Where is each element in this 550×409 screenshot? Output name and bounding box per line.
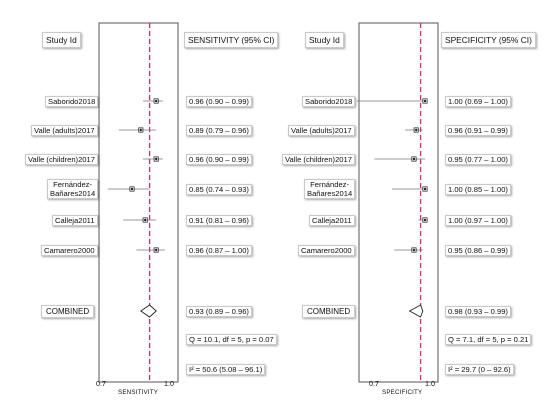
left-point-estimate (139, 128, 142, 132)
left-point-estimate (130, 187, 134, 191)
right-study-value: 0.95 (0.77 – 1.00) (445, 154, 511, 165)
left-study-name-line: Bañares2014 (50, 189, 96, 198)
left-study-name: Valle (adults)2017 (31, 125, 98, 136)
right-tick-label: 1.0 (425, 379, 435, 388)
right-study-id-header: Study Id (305, 32, 344, 48)
right-study-value: 0.96 (0.91 – 0.99) (445, 125, 511, 136)
right-study-name-line: Valle (children)2017 (285, 155, 352, 164)
right-heterogeneity-1: I² = 29.7 (0 – 92.6) (445, 364, 514, 375)
left-combined-value: 0.93 (0.89 – 0.96) (186, 306, 252, 317)
left-combined-diamond (140, 304, 157, 318)
right-point-estimate (423, 218, 427, 222)
left-study-name-line: Saborido2018 (48, 97, 96, 106)
left-study-name: Calleja2011 (52, 215, 98, 226)
left-study-name: Valle (children)2017 (25, 154, 98, 165)
right-study-name: Valle (children)2017 (282, 154, 355, 165)
left-axis-label: SENSITIVITY (118, 389, 159, 396)
right-study-name: Valle (adults)2017 (288, 125, 355, 136)
left-heterogeneity-0: Q = 10.1, df = 5, p = 0.07 (186, 334, 277, 345)
left-study-name: Fernández- Bañares2014 (47, 179, 99, 199)
left-sensitivity-header: SENSITIVITY (95% CI) (184, 32, 279, 48)
left-study-name-line: Valle (adults)2017 (34, 126, 95, 135)
left-tick-label: 1.0 (164, 379, 174, 388)
right-axis-label: SPECIFICITY (382, 389, 423, 396)
right-point-estimate (423, 99, 427, 103)
left-study-name-line: Camarero2000 (44, 246, 95, 255)
left-point-estimate (155, 99, 158, 103)
left-study-value: 0.96 (0.90 – 0.99) (186, 96, 252, 107)
right-study-name-line: Saborido2018 (305, 97, 353, 106)
right-study-value: 1.00 (0.97 – 1.00) (445, 215, 511, 226)
right-combined-diamond (408, 304, 424, 318)
right-tick-label: 0.7 (369, 379, 379, 388)
right-study-name-line: Camarero2000 (301, 246, 352, 255)
right-combined-label: COMBINED (302, 305, 356, 318)
left-point-estimate (155, 157, 158, 161)
left-study-name: Saborido2018 (45, 96, 99, 107)
right-study-name-line: Bañares2014 (307, 189, 353, 198)
left-study-name-line: Calleja2011 (55, 216, 95, 225)
right-study-value: 1.00 (0.69 – 1.00) (445, 96, 511, 107)
right-combined-value: 0.98 (0.93 – 0.99) (445, 306, 511, 317)
left-study-value: 0.89 (0.79 – 0.96) (186, 125, 252, 136)
left-point-estimate (155, 248, 158, 252)
right-study-name-line: Calleja2011 (312, 216, 352, 225)
right-point-estimate (412, 248, 416, 252)
left-study-id-header: Study Id (42, 32, 81, 48)
right-point-estimate (415, 128, 418, 132)
right-study-name: Saborido2018 (302, 96, 356, 107)
right-point-estimate (412, 157, 416, 161)
right-heterogeneity-0: Q = 7.1, df = 5, p = 0.21 (445, 334, 532, 345)
left-study-value: 0.85 (0.74 – 0.93) (186, 184, 252, 195)
left-study-value: 0.96 (0.87 – 1.00) (186, 245, 252, 256)
right-study-name: Camarero2000 (298, 245, 355, 256)
right-study-value: 0.95 (0.86 – 0.99) (445, 245, 511, 256)
right-study-name-line: Valle (adults)2017 (291, 126, 352, 135)
left-study-name-line: Fernández- (53, 180, 93, 189)
left-study-name: Camarero2000 (41, 245, 98, 256)
right-specificity-header: SPECIFICITY (95% CI) (441, 32, 536, 48)
right-study-name: Calleja2011 (309, 215, 355, 226)
left-combined-label: COMBINED (41, 305, 95, 318)
left-point-estimate (144, 218, 147, 222)
right-study-value: 1.00 (0.85 – 1.00) (445, 184, 511, 195)
left-tick-label: 0.7 (96, 379, 106, 388)
left-heterogeneity-1: I² = 50.6 (5.08 – 96.1) (186, 364, 266, 375)
left-study-value: 0.96 (0.90 – 0.99) (186, 154, 252, 165)
right-study-name: Fernández- Bañares2014 (304, 179, 356, 199)
right-study-name-line: Fernández- (310, 180, 350, 189)
right-point-estimate (423, 187, 427, 191)
left-study-name-line: Valle (children)2017 (28, 155, 95, 164)
left-study-value: 0.91 (0.81 – 0.96) (186, 215, 252, 226)
left-plot-frame (98, 22, 179, 383)
right-plot-frame (358, 22, 439, 383)
